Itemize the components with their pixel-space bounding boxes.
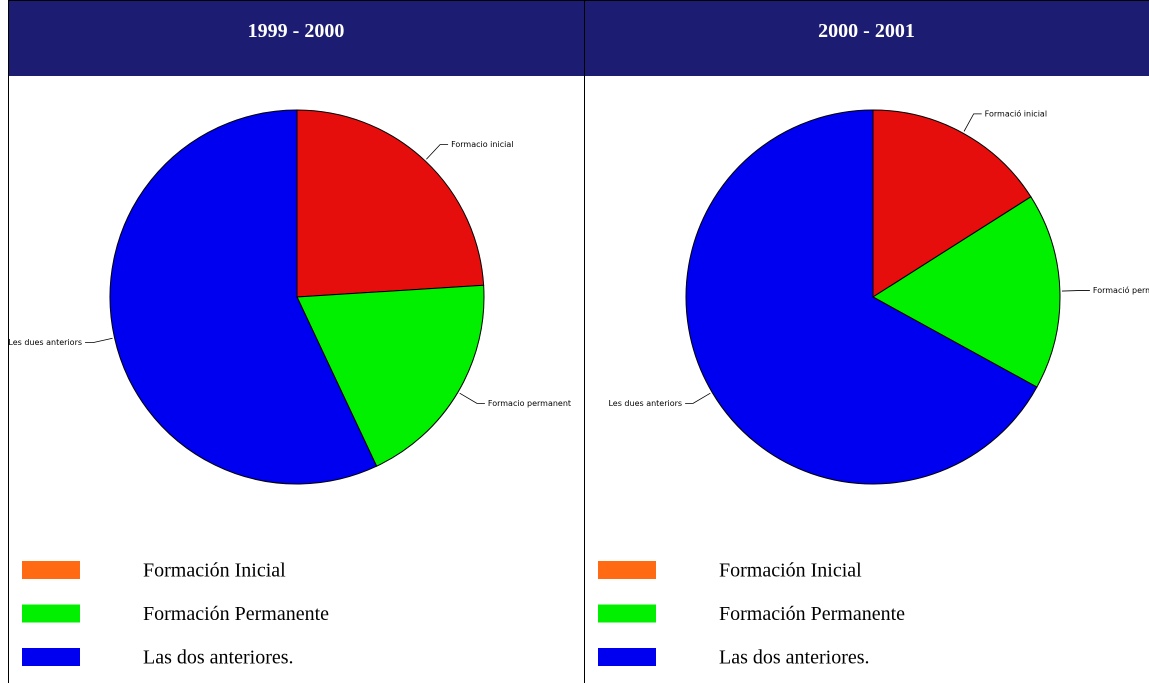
- pie-slice: [109, 109, 378, 485]
- legend-swatch: [22, 604, 80, 623]
- pie-slice: [685, 109, 1038, 485]
- leader-line: [1061, 290, 1090, 292]
- legend-swatch: [598, 648, 656, 666]
- legend-label: Formación Inicial: [143, 560, 286, 582]
- slice-label: Formacio inicial: [451, 140, 513, 149]
- legend-label: Formación Inicial: [719, 560, 862, 582]
- leader-line: [963, 113, 982, 132]
- legend-swatch: [598, 561, 656, 579]
- legend-label: Formación Permanente: [143, 603, 329, 625]
- column-header: 2000 - 2001: [818, 20, 915, 42]
- header-band: [8, 0, 1149, 76]
- pie-slice: [296, 109, 485, 298]
- pie-slice: [872, 196, 1061, 388]
- slice-label: Formació inicial: [985, 108, 1047, 118]
- legend-swatch: [598, 604, 656, 623]
- pie-slice: [296, 284, 485, 467]
- legend-swatch: [22, 648, 80, 666]
- leader-line: [685, 392, 711, 404]
- pie-slice: [872, 109, 1032, 298]
- column-header: 1999 - 2000: [248, 20, 345, 42]
- slice-label: Les dues anteriors: [8, 338, 82, 347]
- legend-swatch: [22, 561, 80, 579]
- leader-line: [426, 144, 449, 160]
- slice-label: Formacio permanent: [488, 399, 571, 408]
- slice-label: Les dues anteriors: [608, 399, 682, 408]
- leader-line: [459, 392, 485, 404]
- legend-label: Formación Permanente: [719, 603, 905, 625]
- chart-cell: Formacio inicial Formacio permanent Les du…: [8, 109, 571, 669]
- chart-cell: Formació inicial Formació permanent Les du…: [598, 108, 1149, 669]
- slice-label: Formació permanent: [1093, 285, 1149, 295]
- leader-line: [85, 337, 113, 343]
- legend-label: Las dos anteriores.: [719, 647, 870, 669]
- legend-label: Las dos anteriores.: [143, 647, 294, 669]
